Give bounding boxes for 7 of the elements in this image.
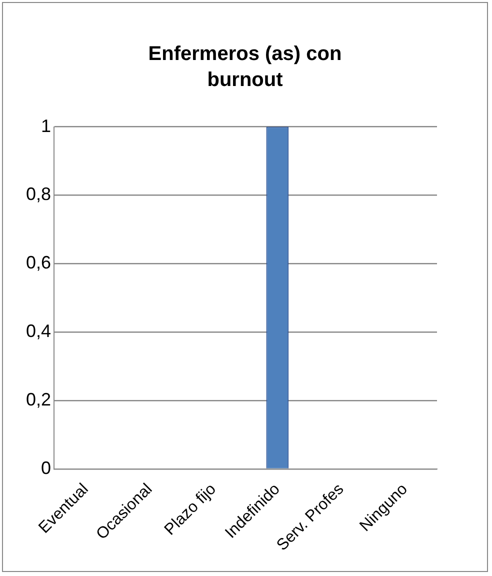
- y-tick-label: 0,2: [26, 390, 52, 410]
- y-tick-label: 0: [41, 458, 52, 478]
- y-tick-label: 0,8: [26, 184, 52, 204]
- chart-title: Enfermeros (as) con burnout: [147, 42, 343, 93]
- y-tick-label: 1: [41, 116, 52, 136]
- y-tick-label: 0,4: [26, 321, 52, 342]
- y-tick-label: 0,6: [26, 252, 52, 273]
